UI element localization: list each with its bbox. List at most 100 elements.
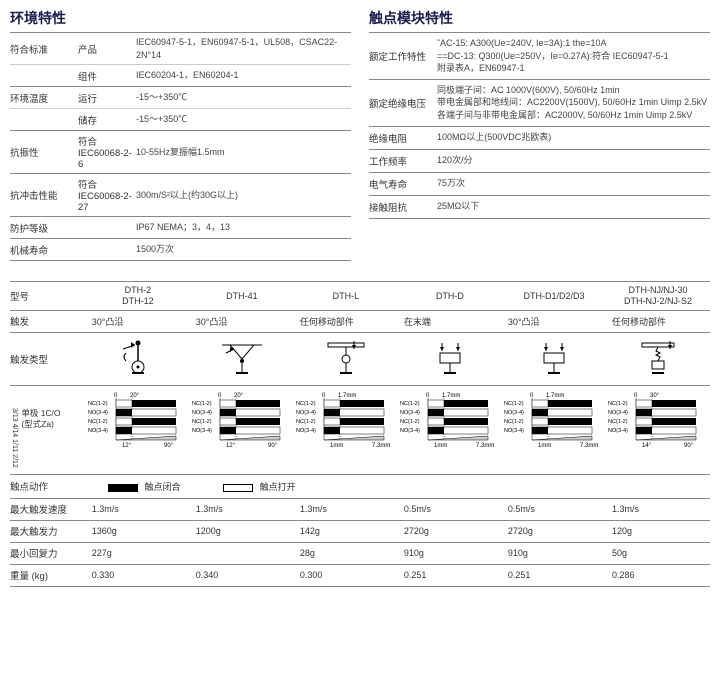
contact-row: 绝缘电阻100MΩ以上(500VDC兆欧表)	[369, 127, 710, 150]
env-row: 防护等级 IP67 NEMA；3，4，13	[10, 217, 351, 239]
spec-table: 型号DTH-2 DTH-12DTH-41DTH-LDTH-DDTH-D1/D2/…	[10, 281, 710, 587]
svg-text:1mm: 1mm	[434, 443, 447, 449]
svg-text:NC(1-2): NC(1-2)	[400, 419, 420, 425]
row-sublabel: 储存	[78, 113, 136, 127]
svg-text:NO(3-4): NO(3-4)	[192, 428, 212, 434]
svg-text:NC(1-2): NC(1-2)	[296, 419, 316, 425]
svg-text:NC(1-2): NC(1-2)	[192, 419, 212, 425]
header-cell: DTH-41	[190, 291, 294, 302]
min-return-row: 最小回复力227g28g910g910g50g	[10, 543, 710, 565]
cell: 0.251	[502, 570, 606, 580]
cell: 2720g	[502, 526, 606, 536]
contact-row: 额定绝缘电压同极端子间：AC 1000V(600V), 50/60Hz 1min…	[369, 80, 710, 127]
header-cell: 型号	[10, 289, 86, 303]
timing-diagram: 01.7mm NC(1-2) NO(3-4) NC(1-2) NO(3-4) 1…	[398, 390, 502, 452]
cell: 0.251	[398, 570, 502, 580]
row-value: 1500万次	[136, 243, 351, 256]
action-legend-row: 触点动作 触点闭合 触点打开	[10, 475, 710, 499]
cell: 1360g	[86, 526, 190, 536]
row-value: 同极端子间：AC 1000V(600V), 50/60Hz 1min 带电金属部…	[437, 84, 710, 122]
cell: 1200g	[190, 526, 294, 536]
row-label: 电气寿命	[369, 177, 437, 191]
cell: 28g	[294, 548, 398, 558]
row-sublabel: 产品	[78, 42, 136, 56]
contact-row: 电气寿命75万次	[369, 173, 710, 196]
env-row: 储存-15～+350℃	[10, 109, 351, 131]
legend-closed-swatch	[108, 484, 138, 492]
row-label: 额定工作特性	[369, 49, 437, 63]
svg-text:NO(3-4): NO(3-4)	[88, 410, 108, 416]
row-label: 环境温度	[10, 91, 78, 105]
table-header-row: 型号DTH-2 DTH-12DTH-41DTH-LDTH-DDTH-D1/D2/…	[10, 281, 710, 311]
legend-open-text: 触点打开	[260, 482, 296, 492]
cell: 1.3m/s	[294, 504, 398, 514]
weight-row: 重量 (kg)0.3300.3400.3000.2510.2510.286	[10, 565, 710, 587]
cell: 227g	[86, 548, 190, 558]
env-row: 组件IEC60204-1，EN60204-1	[10, 65, 351, 87]
row-label: 机械寿命	[10, 243, 78, 257]
row-label: 触发	[10, 314, 86, 328]
contact-row: 额定工作特性˜AC-15: A300(Ue=240V, Ie=3A):1 the…	[369, 33, 710, 80]
svg-text:NC(1-2): NC(1-2)	[88, 401, 108, 407]
svg-text:14°: 14°	[642, 443, 652, 449]
header-cell: DTH-L	[294, 291, 398, 302]
cell: 0.340	[190, 570, 294, 580]
cell: 在末端	[398, 315, 502, 328]
svg-text:NO(3-4): NO(3-4)	[608, 428, 628, 434]
row-label: 重量 (kg)	[10, 568, 86, 582]
cell: 0.286	[606, 570, 710, 580]
svg-text:1.7mm: 1.7mm	[546, 393, 564, 399]
cell: 1.3m/s	[190, 504, 294, 514]
trigger-diagram	[294, 336, 398, 382]
svg-text:NO(3-4): NO(3-4)	[192, 410, 212, 416]
svg-text:NC(1-2): NC(1-2)	[192, 401, 212, 407]
svg-text:20°: 20°	[234, 393, 244, 399]
svg-text:NO(3-4): NO(3-4)	[504, 428, 524, 434]
cell: 1.3m/s	[606, 504, 710, 514]
env-row: 抗振性符合IEC60068-2-610-55Hz复振幅1.5mm	[10, 131, 351, 174]
contact-row: 接触阻抗25MΩ以下	[369, 196, 710, 219]
svg-text:NC(1-2): NC(1-2)	[608, 401, 628, 407]
svg-text:NO(3-4): NO(3-4)	[88, 428, 108, 434]
svg-text:NO(3-4): NO(3-4)	[296, 428, 316, 434]
row-label: 抗振性	[10, 145, 78, 159]
svg-text:NC(1-2): NC(1-2)	[504, 419, 524, 425]
env-row: 机械寿命 1500万次	[10, 239, 351, 261]
trigger-diagram	[86, 336, 190, 382]
svg-text:1mm: 1mm	[330, 443, 343, 449]
row-label: 符合标准	[10, 42, 78, 56]
row-sublabel: 符合IEC60068-2-27	[78, 177, 136, 213]
row-sublabel: 组件	[78, 69, 136, 83]
row-value: 10-55Hz复振幅1.5mm	[136, 146, 351, 159]
trigger-diagram	[502, 336, 606, 382]
svg-text:90°: 90°	[268, 443, 278, 449]
trigger-diagram	[398, 336, 502, 382]
row-value: IP67 NEMA；3，4，13	[136, 221, 351, 234]
row-value: 75万次	[437, 177, 710, 190]
row-value: 120次/分	[437, 154, 710, 167]
svg-text:7.3mm: 7.3mm	[372, 443, 390, 449]
cell: 30°凸沿	[502, 315, 606, 328]
svg-text:NC(1-2): NC(1-2)	[296, 401, 316, 407]
row-value: IEC60947-5-1，EN60947-5-1，UL508，CSAC22-2N…	[136, 36, 351, 61]
legend-closed-text: 触点闭合	[145, 482, 181, 492]
svg-text:90°: 90°	[164, 443, 174, 449]
cell: 0.330	[86, 570, 190, 580]
row-label: 最小回复力	[10, 546, 86, 560]
row-label: 防护等级	[10, 221, 78, 235]
svg-text:1.7mm: 1.7mm	[442, 393, 460, 399]
timing-diagram: 030° NC(1-2) NO(3-4) NC(1-2) NO(3-4) 14°…	[606, 390, 710, 452]
svg-text:12°: 12°	[122, 443, 132, 449]
max-speed-row: 最大触发速度1.3m/s1.3m/s1.3m/s0.5m/s0.5m/s1.3m…	[10, 499, 710, 521]
header-cell: DTH-D	[398, 291, 502, 302]
row-label: 绝缘电阻	[369, 131, 437, 145]
svg-text:NO(3-4): NO(3-4)	[400, 428, 420, 434]
row-value: 300m/S²以上(约30G以上)	[136, 189, 351, 202]
timing-diagram: 01.7mm NC(1-2) NO(3-4) NC(1-2) NO(3-4) 1…	[502, 390, 606, 452]
env-title: 环境特性	[10, 8, 351, 28]
cell: 30°凸沿	[190, 315, 294, 328]
max-force-row: 最大触发力1360g1200g142g2720g2720g120g	[10, 521, 710, 543]
svg-text:12°: 12°	[226, 443, 236, 449]
cell: 0.5m/s	[398, 504, 502, 514]
svg-text:20°: 20°	[130, 393, 140, 399]
